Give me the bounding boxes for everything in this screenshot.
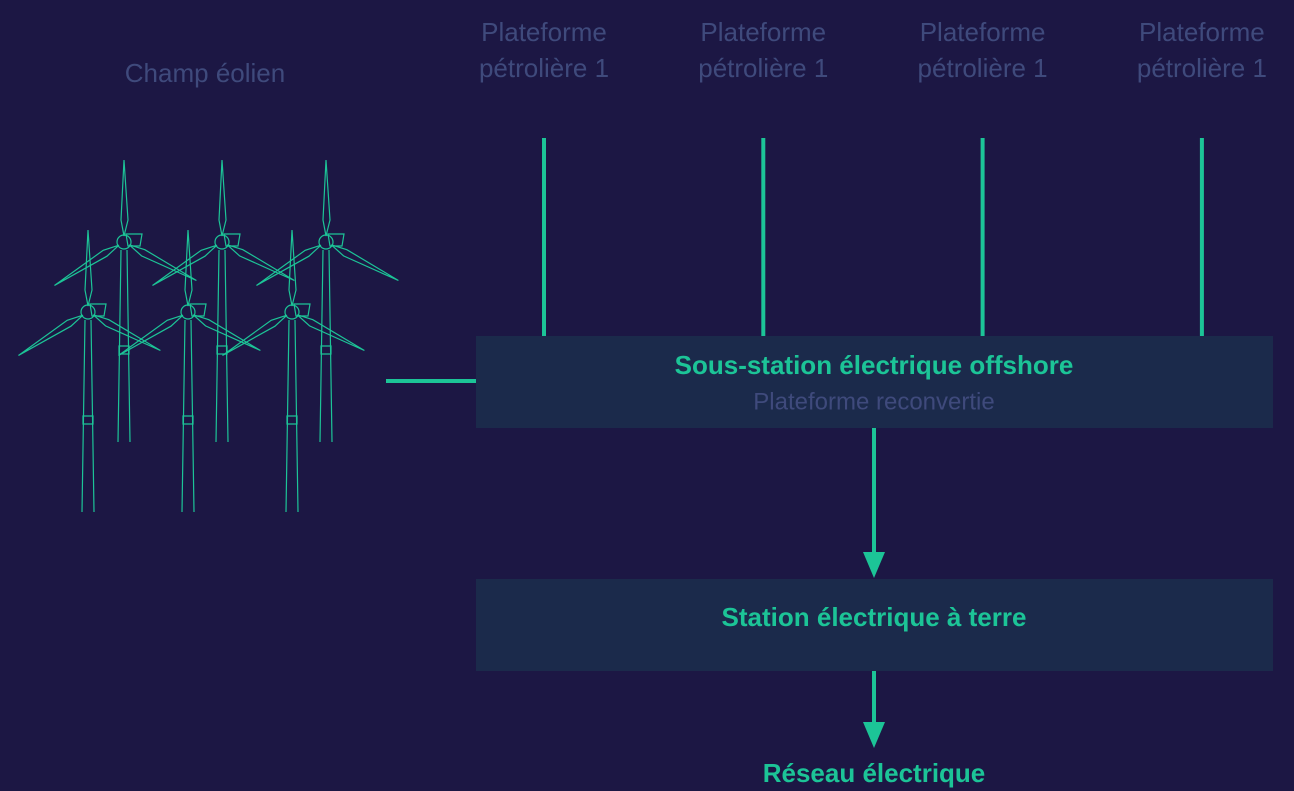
platform-label: pétrolière 1 [698,53,828,83]
offshore-substation-title: Sous-station électrique offshore [675,350,1074,380]
grid-label: Réseau électrique [763,758,986,788]
platform-label: pétrolière 1 [1137,53,1267,83]
offshore-substation-subtitle: Plateforme reconvertie [753,388,994,415]
platform-label: Plateforme [1139,17,1265,47]
platform-label: pétrolière 1 [479,53,609,83]
diagram: Champ éolien Plateforme pétrolière 1 Plate… [0,0,1294,791]
platform-label: Plateforme [481,17,607,47]
wind-farm-label: Champ éolien [125,58,285,88]
platform-label: Plateforme [920,17,1046,47]
platform-label: Plateforme [700,17,826,47]
onshore-station-title: Station électrique à terre [722,602,1027,632]
platform-label: pétrolière 1 [918,53,1048,83]
